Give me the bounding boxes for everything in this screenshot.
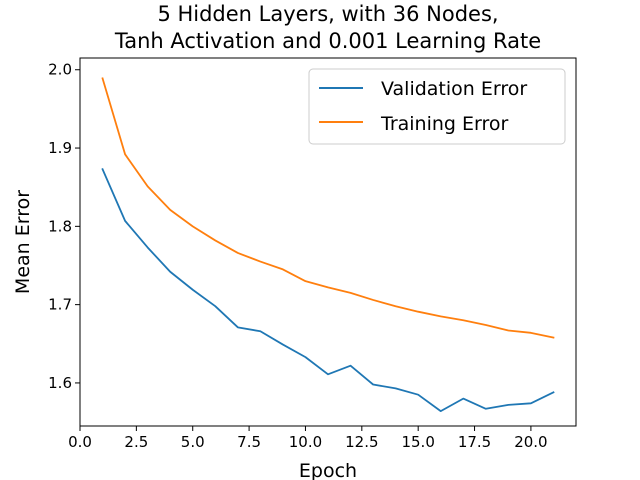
x-tick-label: 15.0 xyxy=(401,433,434,451)
y-axis-label: Mean Error xyxy=(12,190,34,294)
y-tick-label: 2.0 xyxy=(48,61,72,79)
series-layer xyxy=(101,77,555,413)
x-tick-label: 20.0 xyxy=(514,433,547,451)
chart-title: 5 Hidden Layers, with 36 Nodes, xyxy=(157,2,498,26)
legend: Validation Error Training Error xyxy=(308,68,566,145)
legend-label-validation: Validation Error xyxy=(381,78,527,100)
x-tick-label: 12.5 xyxy=(345,433,378,451)
x-tick-label: 7.5 xyxy=(237,433,261,451)
y-tick-label: 1.9 xyxy=(48,139,72,157)
legend-label-training: Training Error xyxy=(380,113,509,135)
y-tick-label: 1.7 xyxy=(48,296,72,314)
x-tick-label: 5.0 xyxy=(181,433,205,451)
x-tick-label: 17.5 xyxy=(458,433,491,451)
x-axis-label: Epoch xyxy=(299,460,357,480)
plot-frame xyxy=(79,57,577,427)
y-tick-label: 1.6 xyxy=(48,374,72,392)
x-tick-label: 10.0 xyxy=(289,433,322,451)
x-tick-label: 2.5 xyxy=(124,433,148,451)
series-line-validation xyxy=(101,167,555,413)
chart-subtitle: Tanh Activation and 0.001 Learning Rate xyxy=(114,29,541,53)
y-tick-label: 1.8 xyxy=(48,217,72,235)
axes-layer: 0.0 2.5 5.0 7.5 10.0 12.5 15.0 17.5 20.0 1.6 1.7 1.… xyxy=(48,57,577,451)
legend-box xyxy=(308,68,566,145)
x-tick-label: 0.0 xyxy=(68,433,92,451)
